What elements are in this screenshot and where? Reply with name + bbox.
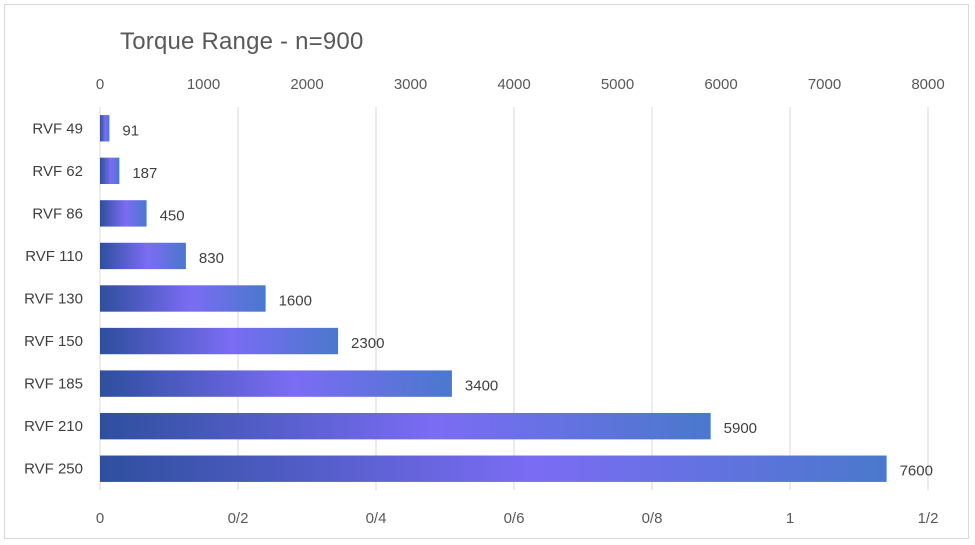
top-axis-tick-label: 5000 bbox=[601, 76, 634, 93]
bottom-axis-tick-label: 0/6 bbox=[504, 510, 525, 527]
top-axis-tick-label: 8000 bbox=[911, 76, 944, 93]
top-axis-tick-label: 2000 bbox=[290, 76, 323, 93]
bottom-axis-tick-label: 0/4 bbox=[366, 510, 387, 527]
category-axis: RVF 49 RVF 62 RVF 86 RVF 110 RVF 130 RVF 150 R… bbox=[24, 120, 83, 477]
bar bbox=[100, 200, 147, 227]
data-label: 830 bbox=[199, 250, 224, 267]
data-label: 2300 bbox=[351, 335, 384, 352]
bottom-axis-tick-label: 1/2 bbox=[918, 510, 939, 527]
category-label: RVF 210 bbox=[24, 418, 83, 435]
data-label: 3400 bbox=[465, 378, 498, 395]
bottom-axis-tick-label: 0/8 bbox=[642, 510, 663, 527]
chart-title: Torque Range - n=900 bbox=[120, 28, 364, 55]
bar bbox=[100, 370, 452, 397]
bar bbox=[100, 157, 120, 185]
category-label: RVF 185 bbox=[24, 376, 83, 393]
category-label: RVF 150 bbox=[24, 333, 83, 350]
category-label: RVF 62 bbox=[32, 163, 83, 180]
data-label: 7600 bbox=[900, 463, 933, 480]
data-label: 91 bbox=[122, 122, 139, 139]
category-label: RVF 130 bbox=[24, 291, 83, 308]
bottom-axis-tick-label: 1 bbox=[786, 510, 794, 527]
category-label: RVF 86 bbox=[32, 205, 83, 222]
category-label: RVF 250 bbox=[24, 461, 83, 478]
bottom-axis-tick-label: 0/2 bbox=[228, 510, 249, 527]
top-axis-tick-label: 3000 bbox=[394, 76, 427, 93]
bar bbox=[100, 412, 711, 440]
bar bbox=[100, 242, 186, 270]
bottom-axis: 0 0/2 0/4 0/6 0/8 1 1/2 bbox=[96, 510, 939, 527]
data-label: 450 bbox=[160, 207, 185, 224]
top-axis-tick-label: 1000 bbox=[187, 76, 220, 93]
data-label: 5900 bbox=[724, 420, 757, 437]
bars bbox=[100, 115, 887, 482]
data-label: 187 bbox=[132, 165, 157, 182]
top-axis-tick-label: 4000 bbox=[497, 76, 530, 93]
data-label: 1600 bbox=[279, 293, 312, 310]
bar bbox=[100, 115, 110, 142]
category-label: RVF 110 bbox=[25, 248, 83, 265]
bar bbox=[100, 285, 266, 312]
bar bbox=[100, 455, 887, 482]
category-label: RVF 49 bbox=[32, 120, 83, 137]
top-axis: 0 1000 2000 3000 4000 5000 6000 7000 8000 bbox=[96, 76, 945, 93]
chart-frame bbox=[4, 4, 969, 539]
top-axis-tick-label: 6000 bbox=[704, 76, 737, 93]
top-axis-tick-label: 7000 bbox=[808, 76, 841, 93]
top-axis-tick-label: 0 bbox=[96, 76, 104, 93]
bottom-axis-tick-label: 0 bbox=[96, 510, 104, 527]
bar bbox=[100, 327, 339, 355]
data-labels: 91 187 450 830 1600 2300 3400 5900 7600 bbox=[122, 122, 933, 479]
